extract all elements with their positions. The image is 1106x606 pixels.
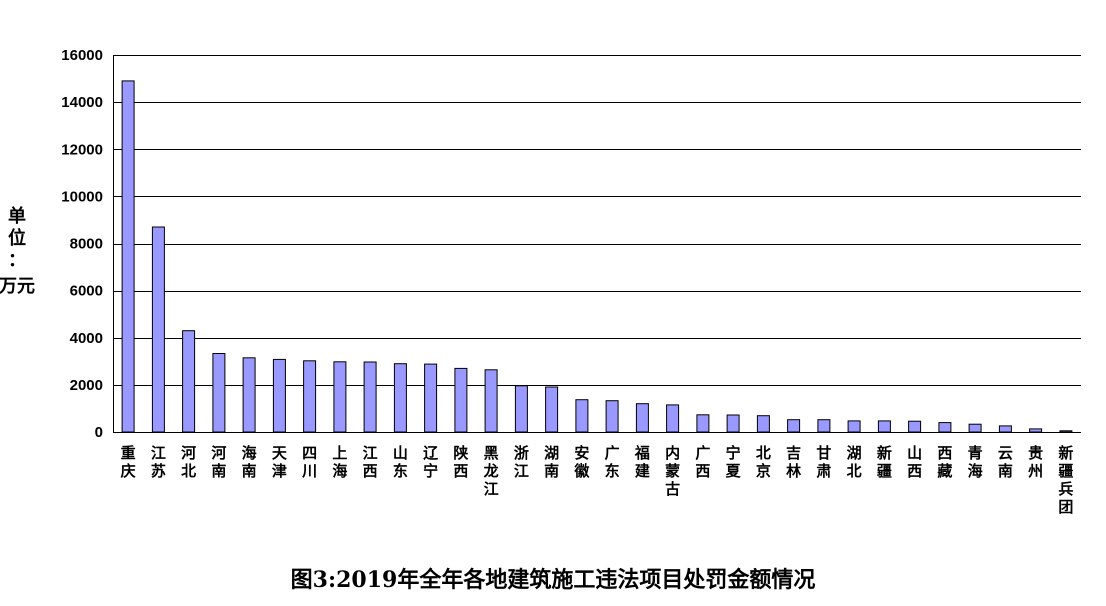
x-category-label-江苏: 江苏 bbox=[151, 444, 166, 480]
bar-江西 bbox=[363, 361, 377, 433]
x-category-label-福建: 福建 bbox=[634, 444, 651, 480]
gridlines bbox=[113, 55, 1081, 433]
y-tick-label-10000: 10000 bbox=[61, 188, 103, 205]
x-category-label-四川: 四川 bbox=[301, 444, 317, 480]
x-category-label-吉林: 吉林 bbox=[786, 444, 802, 480]
bar-上海 bbox=[333, 361, 347, 433]
y-axis-label: 单位：万元 bbox=[0, 205, 35, 297]
bar-北京 bbox=[756, 415, 770, 433]
bar-湖北 bbox=[847, 420, 861, 433]
x-category-label-上海: 上海 bbox=[332, 444, 347, 480]
bar-西藏 bbox=[938, 422, 952, 433]
x-category-label-云南: 云南 bbox=[998, 444, 1013, 480]
bar-广西 bbox=[696, 414, 710, 433]
bar-黑龙江 bbox=[484, 369, 498, 433]
bar-广东 bbox=[605, 400, 619, 433]
x-category-label-山东: 山东 bbox=[393, 444, 408, 480]
x-category-label-天津: 天津 bbox=[272, 444, 288, 480]
y-tick-label-8000: 8000 bbox=[70, 236, 103, 253]
bar-河南 bbox=[212, 353, 226, 433]
x-category-label-黑龙江: 黑龙江 bbox=[483, 444, 499, 498]
bar-山东 bbox=[393, 363, 407, 433]
x-category-label-海南: 海南 bbox=[242, 444, 257, 480]
x-category-label-河南: 河南 bbox=[211, 444, 226, 480]
bar-福建 bbox=[635, 403, 649, 433]
bar-云南 bbox=[998, 425, 1012, 433]
x-category-label-辽宁: 辽宁 bbox=[423, 444, 438, 480]
bar-河北 bbox=[182, 330, 196, 433]
bar-天津 bbox=[272, 358, 286, 433]
bar-安徽 bbox=[575, 399, 589, 433]
x-category-label-内蒙古: 内蒙古 bbox=[665, 444, 680, 498]
x-category-label-甘肃: 甘肃 bbox=[816, 444, 831, 480]
x-category-label-湖南: 湖南 bbox=[544, 444, 559, 480]
bar-海南 bbox=[242, 357, 256, 433]
x-category-label-广东: 广东 bbox=[605, 444, 620, 480]
bar-宁夏 bbox=[726, 414, 740, 433]
x-category-label-陕西: 陕西 bbox=[453, 444, 468, 480]
bar-重庆 bbox=[121, 80, 135, 433]
bars bbox=[121, 80, 1073, 433]
bar-浙江 bbox=[514, 385, 528, 433]
x-category-label-贵州: 贵州 bbox=[1027, 444, 1043, 480]
bar-陕西 bbox=[454, 367, 468, 433]
bar-青海 bbox=[968, 423, 982, 433]
x-category-label-青海: 青海 bbox=[968, 444, 983, 480]
x-category-label-浙江: 浙江 bbox=[514, 444, 529, 480]
x-category-label-安徽: 安徽 bbox=[573, 444, 590, 480]
y-tick-label-6000: 6000 bbox=[70, 283, 103, 300]
bar-吉林 bbox=[787, 419, 801, 433]
x-category-label-广西: 广西 bbox=[695, 444, 710, 480]
bar-新疆兵团 bbox=[1059, 430, 1073, 433]
y-tick-label-14000: 14000 bbox=[61, 94, 103, 111]
x-axis-category-labels: 重庆江苏河北河南海南天津四川上海江西山东辽宁陕西黑龙江浙江湖南安徽广东福建内蒙古… bbox=[121, 444, 1074, 516]
y-axis-tick-labels: 0 2000 4000 6000 8000 10000 12000 14000 16000 bbox=[61, 47, 103, 441]
x-category-label-河北: 河北 bbox=[181, 444, 196, 480]
bar-甘肃 bbox=[817, 419, 831, 433]
chart-title: 图3:2019年全年各地建筑施工违法项目处罚金额情况 bbox=[290, 567, 816, 593]
y-tick-label-12000: 12000 bbox=[61, 141, 103, 158]
y-axis-unit-label: 单位：万元 bbox=[0, 205, 35, 297]
y-tick-label-4000: 4000 bbox=[70, 330, 103, 347]
x-category-label-新疆: 新疆 bbox=[877, 444, 892, 480]
bar-内蒙古 bbox=[666, 404, 680, 433]
bar-江苏 bbox=[151, 226, 165, 433]
x-category-label-新疆兵团: 新疆兵团 bbox=[1058, 444, 1073, 516]
bar-四川 bbox=[303, 360, 317, 433]
x-category-label-江西: 江西 bbox=[363, 444, 378, 480]
x-category-label-湖北: 湖北 bbox=[847, 444, 862, 480]
y-tick-label-2000: 2000 bbox=[70, 377, 103, 394]
bar-辽宁 bbox=[424, 363, 438, 433]
bar-山西 bbox=[908, 420, 922, 433]
x-category-label-西藏: 西藏 bbox=[937, 444, 952, 480]
bar-新疆 bbox=[877, 420, 891, 433]
x-category-label-北京: 北京 bbox=[756, 444, 771, 480]
bar-湖南 bbox=[545, 386, 559, 433]
y-tick-label-0: 0 bbox=[95, 424, 103, 441]
y-tick-label-16000: 16000 bbox=[61, 47, 103, 64]
x-category-label-宁夏: 宁夏 bbox=[725, 444, 742, 480]
bar-贵州 bbox=[1029, 428, 1043, 433]
x-category-label-山西: 山西 bbox=[907, 444, 922, 480]
x-category-label-重庆: 重庆 bbox=[121, 444, 136, 480]
